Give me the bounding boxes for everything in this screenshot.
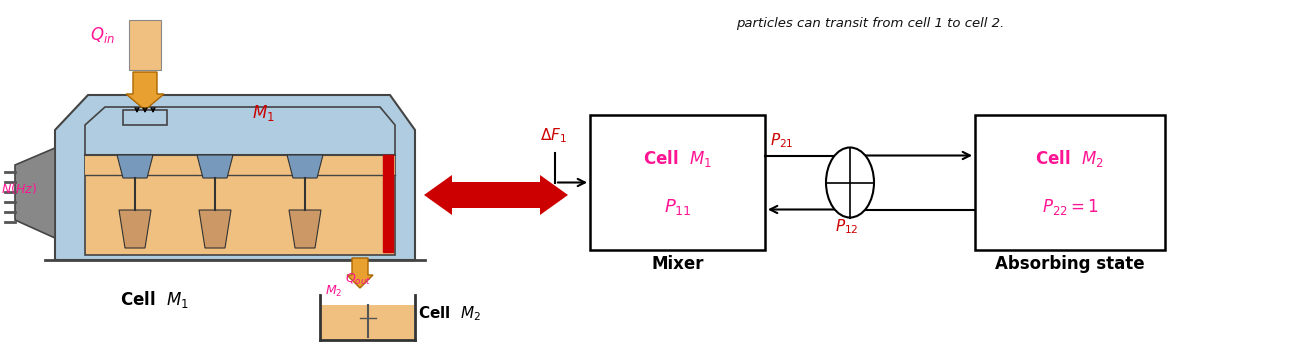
Text: $\Delta F_1$: $\Delta F_1$ bbox=[540, 127, 566, 145]
FancyBboxPatch shape bbox=[382, 155, 393, 252]
Text: $N(Hz)$: $N(Hz)$ bbox=[1, 181, 37, 196]
Text: $Q_{out}$: $Q_{out}$ bbox=[345, 272, 371, 287]
Text: Cell  $M_1$: Cell $M_1$ bbox=[120, 289, 189, 310]
FancyBboxPatch shape bbox=[975, 115, 1165, 250]
Text: $P_{22}=1$: $P_{22}=1$ bbox=[1041, 197, 1098, 217]
Polygon shape bbox=[289, 210, 320, 248]
FancyBboxPatch shape bbox=[452, 182, 540, 208]
Polygon shape bbox=[85, 107, 395, 155]
FancyBboxPatch shape bbox=[320, 305, 413, 340]
Text: $Q_{in}$: $Q_{in}$ bbox=[90, 25, 115, 45]
Polygon shape bbox=[56, 95, 415, 260]
FancyBboxPatch shape bbox=[123, 110, 167, 125]
FancyArrow shape bbox=[540, 175, 568, 215]
Text: $P_{11}$: $P_{11}$ bbox=[664, 197, 691, 217]
Text: Mixer: Mixer bbox=[651, 255, 704, 273]
FancyBboxPatch shape bbox=[85, 155, 395, 255]
Text: $P_{21}$: $P_{21}$ bbox=[770, 132, 793, 150]
FancyArrow shape bbox=[424, 175, 452, 215]
Polygon shape bbox=[196, 155, 233, 178]
FancyBboxPatch shape bbox=[590, 115, 765, 250]
Text: Cell  $M_2$: Cell $M_2$ bbox=[419, 304, 482, 323]
Polygon shape bbox=[119, 210, 151, 248]
Text: $P_{12}$: $P_{12}$ bbox=[835, 218, 859, 236]
Ellipse shape bbox=[826, 147, 873, 218]
FancyBboxPatch shape bbox=[129, 20, 162, 70]
Polygon shape bbox=[199, 210, 231, 248]
Text: Cell  $M_2$: Cell $M_2$ bbox=[1035, 148, 1105, 169]
Text: $M_1$: $M_1$ bbox=[252, 103, 275, 123]
Polygon shape bbox=[118, 155, 152, 178]
FancyArrow shape bbox=[127, 72, 164, 110]
FancyBboxPatch shape bbox=[85, 155, 395, 175]
Text: particles can transit from cell 1 to cell 2.: particles can transit from cell 1 to cel… bbox=[736, 17, 1004, 30]
Polygon shape bbox=[16, 148, 56, 238]
Polygon shape bbox=[287, 155, 323, 178]
Text: Absorbing state: Absorbing state bbox=[995, 255, 1145, 273]
Text: $M_2$: $M_2$ bbox=[326, 284, 342, 299]
Text: Cell  $M_1$: Cell $M_1$ bbox=[643, 148, 712, 169]
FancyArrow shape bbox=[348, 258, 373, 288]
